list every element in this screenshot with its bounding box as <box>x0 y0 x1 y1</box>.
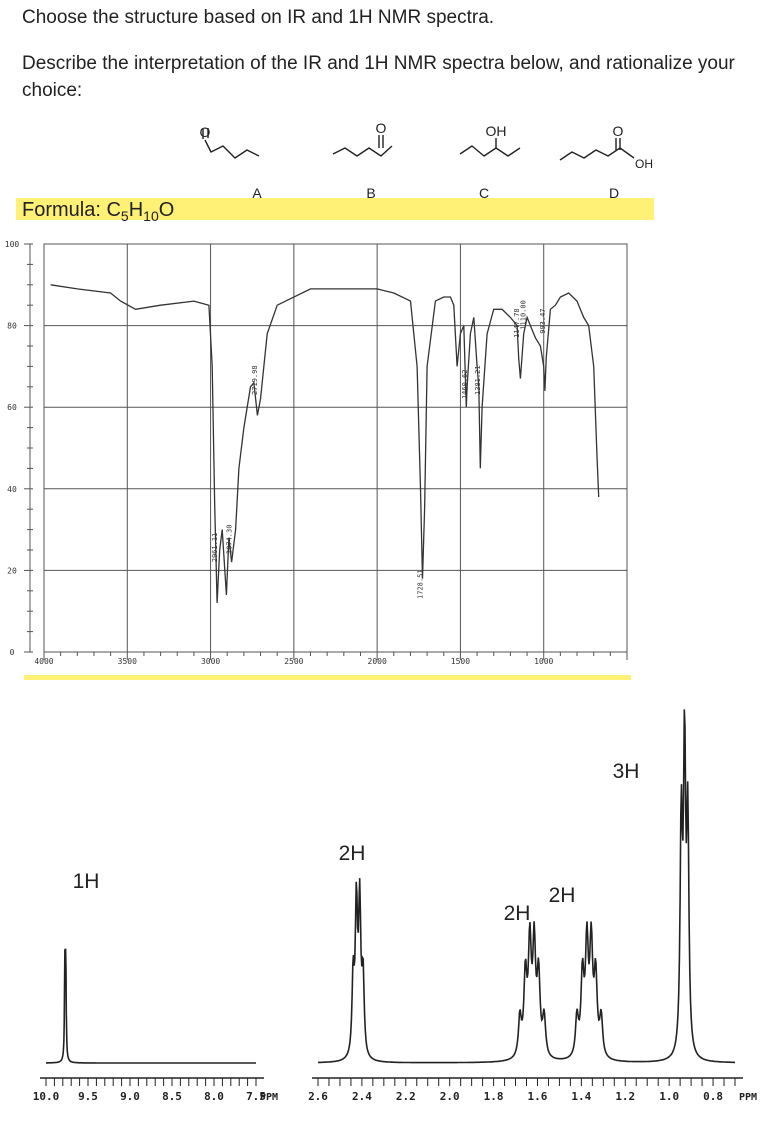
ir-peak-label: 1381.21 <box>474 365 482 395</box>
formula-hydrogen: H <box>128 199 144 221</box>
nmr-tick-label: 1.2 <box>615 1090 635 1103</box>
ir-x-tick-label: 4000 <box>34 657 53 666</box>
nmr-tick-label: 9.5 <box>78 1090 98 1103</box>
ir-peak-label: 1147.78 <box>513 308 521 338</box>
structure-options: O O OH O OH A B C D <box>200 120 653 200</box>
nmr-integration-label: 2H <box>549 884 576 907</box>
ir-x-tick-label: 3500 <box>118 657 137 666</box>
structure-d-hydroxyl: OH <box>635 157 653 171</box>
ir-series-line <box>50 284 600 604</box>
structure-c-hydroxyl: OH <box>486 123 507 139</box>
ir-y-tick-label: 100 <box>5 240 20 249</box>
ir-y-tick-label: 60 <box>7 403 17 412</box>
formula-oxygen: O <box>158 199 175 221</box>
nmr-tick-label: 10.0 <box>33 1090 60 1103</box>
nmr-tick-label: 8.5 <box>162 1090 182 1103</box>
structure-b-label: B <box>366 185 375 200</box>
nmr-right-series-line <box>318 709 735 1064</box>
formula-highlight <box>16 198 654 220</box>
nmr-tick-label: 1.4 <box>571 1090 591 1103</box>
nmr-tick-label: 2.2 <box>396 1090 416 1103</box>
nmr-right-axis: 2.6 2.4 2.2 2.0 1.8 1.6 1.4 1.2 1.0 0.8 PPM <box>308 1077 757 1103</box>
ir-peak-label: 1110.00 <box>519 300 527 330</box>
question-body: Describe the interpretation of the IR an… <box>22 53 735 101</box>
ir-plot-frame <box>43 243 628 653</box>
nmr-left-integrations: 1H <box>73 870 100 893</box>
nmr-integration-label: 2H <box>504 902 531 925</box>
ir-peak-annotations: 2961.11 2874.30 2719.98 1728.51 1460.62 1381.… <box>211 300 547 599</box>
molecular-formula: Formula: C5H10O <box>22 197 174 229</box>
ir-y-tick-label: 20 <box>7 566 17 575</box>
nmr-tick-label: 9.0 <box>120 1090 140 1103</box>
ir-y-tick-label: 40 <box>7 485 17 494</box>
ir-peak-label: 993.47 <box>539 308 547 333</box>
nmr-integration-label: 2H <box>339 842 366 865</box>
nmr-unit-label: PPM <box>739 1092 757 1103</box>
ir-x-tick-label: 1000 <box>534 657 553 666</box>
nmr-tick-label: 8.0 <box>204 1090 224 1103</box>
question-title: Choose the structure based on IR and 1H … <box>22 7 495 28</box>
nmr-right-integrations: 2H 2H 2H 3H <box>339 760 640 925</box>
nmr-tick-label: 2.4 <box>352 1090 372 1103</box>
formula-carbon-count: 5 <box>120 208 129 224</box>
structure-b-oxygen: O <box>376 120 387 136</box>
structure-c-skeleton <box>459 138 521 157</box>
nmr-tick-label: 2.0 <box>440 1090 460 1103</box>
nmr-tick-label: 2.6 <box>308 1090 328 1103</box>
ir-y-tick-label: 80 <box>7 322 17 331</box>
nmr-tick-label: 1.8 <box>484 1090 504 1103</box>
structure-d-label: D <box>609 185 619 200</box>
structure-c-label: C <box>479 185 489 200</box>
formula-hydrogen-count: 10 <box>143 208 159 224</box>
ir-peak-label: 2719.98 <box>251 365 259 395</box>
nmr-unit-label: PPM <box>260 1092 278 1103</box>
ir-x-tick-label: 1500 <box>451 657 470 666</box>
ir-peak-label: 2874.30 <box>226 525 234 555</box>
structure-b-skeleton <box>332 135 393 157</box>
ir-x-axis: 4000 3500 3000 2500 2000 1500 1000 <box>34 652 628 666</box>
ir-peak-label: 1728.51 <box>416 569 424 599</box>
nmr-tick-label: 1.6 <box>528 1090 548 1103</box>
ir-spectrum-chart: 100 80 60 40 20 0 4000 3500 3000 2500 2000 1500 100… <box>5 240 628 666</box>
structure-a-skeleton <box>202 128 260 159</box>
formula-prefix: Formula: C <box>22 199 121 221</box>
nmr-tick-label: 7.5 <box>246 1090 266 1103</box>
ir-y-axis: 100 80 60 40 20 0 <box>5 240 33 657</box>
ir-grid <box>43 243 628 653</box>
nmr-left-series-line <box>46 948 256 1064</box>
ir-y-tick-label: 0 <box>10 648 15 657</box>
structure-d-oxygen: O <box>613 123 624 139</box>
ir-x-tick-label: 2000 <box>368 657 387 666</box>
structure-a-oxygen: O <box>200 124 211 140</box>
structure-a-label: A <box>252 185 262 200</box>
nmr-integration-label: 3H <box>613 760 640 783</box>
ir-peak-label: 2961.11 <box>211 533 219 563</box>
ir-peak-label: 1460.62 <box>461 370 469 400</box>
nmr-integration-label: 1H <box>73 870 100 893</box>
ir-x-tick-label: 3000 <box>201 657 220 666</box>
ir-highlight-bar <box>24 675 631 680</box>
nmr-tick-label: 0.8 <box>703 1090 723 1103</box>
ir-x-tick-label: 2500 <box>284 657 303 666</box>
nmr-tick-label: 1.0 <box>659 1090 679 1103</box>
nmr-aliphatic-region-chart: 2.6 2.4 2.2 2.0 1.8 1.6 1.4 1.2 1.0 0.8 PPM 2H2H2H… <box>308 709 757 1103</box>
structure-d-skeleton <box>559 138 635 161</box>
